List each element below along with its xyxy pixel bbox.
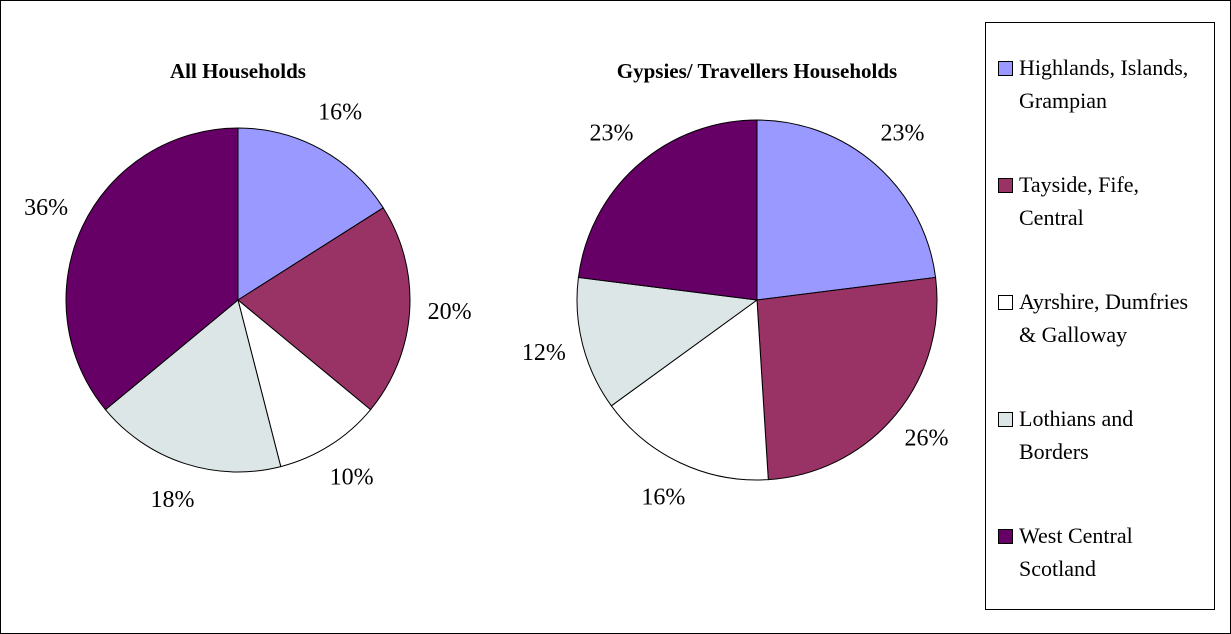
legend-item: Tayside, Fife, Central — [998, 168, 1206, 285]
legend-item: Ayrshire, Dumfries & Galloway — [998, 285, 1206, 402]
pie-slice — [576, 276, 759, 407]
data-label: 16% — [318, 100, 362, 126]
legend-label: West Central Scotland — [1019, 523, 1133, 581]
data-label: 36% — [24, 195, 68, 221]
data-label: 20% — [428, 299, 472, 325]
legend-swatch — [998, 529, 1013, 544]
pie-slice — [610, 299, 769, 481]
pie-slice — [237, 207, 411, 411]
legend-item: Lothians and Borders — [998, 402, 1206, 519]
data-label: 26% — [905, 426, 949, 452]
data-label: 23% — [590, 120, 634, 146]
pie-slice — [237, 127, 384, 301]
pie-slice — [756, 119, 937, 301]
legend: Highlands, Islands, Grampian Tayside, Fif… — [985, 22, 1215, 610]
chart-title: Gypsies/ Travellers Households — [617, 59, 897, 83]
pie-slice — [577, 119, 758, 301]
data-label: 10% — [330, 464, 374, 490]
legend-swatch — [998, 295, 1013, 310]
legend-swatch — [998, 178, 1013, 193]
legend-item: Highlands, Islands, Grampian — [998, 51, 1206, 168]
legend-label: Ayrshire, Dumfries & Galloway — [1019, 289, 1189, 347]
legend-label: Highlands, Islands, Grampian — [1019, 55, 1189, 113]
legend-swatch — [998, 412, 1013, 427]
chart-title: All Households — [170, 59, 306, 83]
data-label: 16% — [641, 485, 685, 511]
data-label: 12% — [522, 340, 566, 366]
legend-swatch — [998, 61, 1013, 76]
legend-label: Tayside, Fife, Central — [1019, 172, 1140, 230]
data-label: 23% — [880, 120, 924, 146]
legend-item: West Central Scotland — [998, 519, 1206, 634]
data-label: 18% — [150, 487, 194, 513]
pie-slice — [65, 127, 239, 411]
pie-slice — [237, 298, 372, 468]
legend-label: Lothians and Borders — [1019, 406, 1134, 464]
pie-slice — [104, 299, 282, 473]
pie-slice — [756, 276, 938, 481]
